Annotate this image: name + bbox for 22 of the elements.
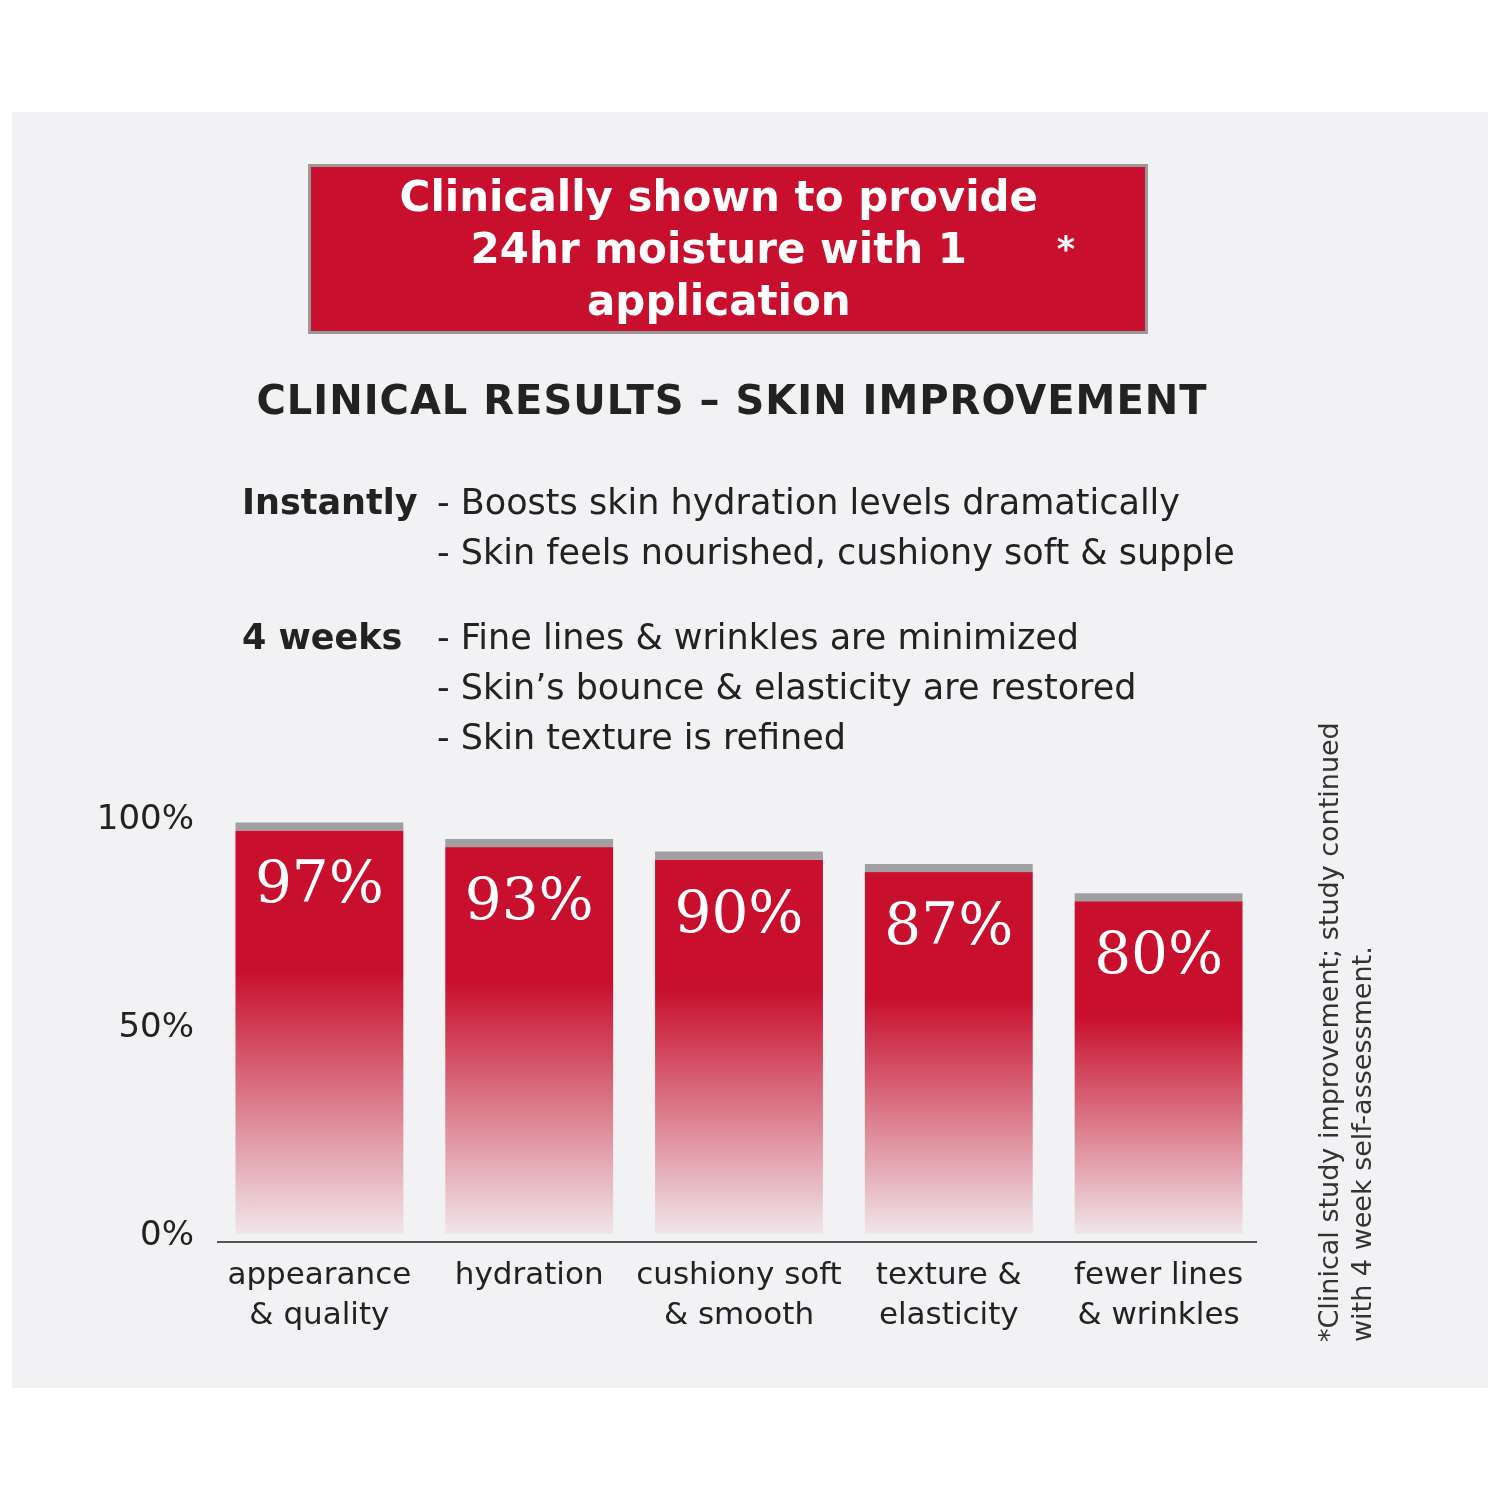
- data-label: 87%: [884, 890, 1014, 959]
- text: *Clinical study improvement; study continued with 4 week self-assessment.: [1312, 722, 1378, 1342]
- text: - Skin texture is refined: [437, 717, 847, 757]
- text: - Boosts skin hydration levels dramatically: [437, 482, 1181, 522]
- text: - Fine lines & wrinkles are minimized: [437, 617, 1080, 657]
- data-label: 80%: [1094, 919, 1224, 988]
- text: - Skin feels nourished, cushiony soft & supple: [437, 532, 1235, 572]
- data-label: 97%: [254, 848, 384, 917]
- y-tick-label: 0%: [140, 1213, 194, 1254]
- x-tick-label: hydration: [454, 1255, 604, 1291]
- text: Instantly: [242, 482, 418, 522]
- text: - Skin’s bounce & elasticity are restored: [437, 667, 1137, 707]
- y-tick-label: 100%: [96, 797, 194, 838]
- text: 4 weeks: [242, 617, 403, 657]
- data-label: 90%: [674, 877, 804, 946]
- data-label: 93%: [464, 865, 594, 934]
- y-tick-label: 50%: [118, 1005, 194, 1046]
- x-tick-label: cushiony soft & smooth: [636, 1255, 842, 1331]
- x-tick-label: fewer lines & wrinkles: [1074, 1255, 1244, 1331]
- x-tick-label: appearance & quality: [227, 1255, 412, 1331]
- chart-title: CLINICAL RESULTS – SKIN IMPROVEMENT: [255, 377, 1209, 423]
- x-tick-label: texture & elasticity: [875, 1255, 1022, 1331]
